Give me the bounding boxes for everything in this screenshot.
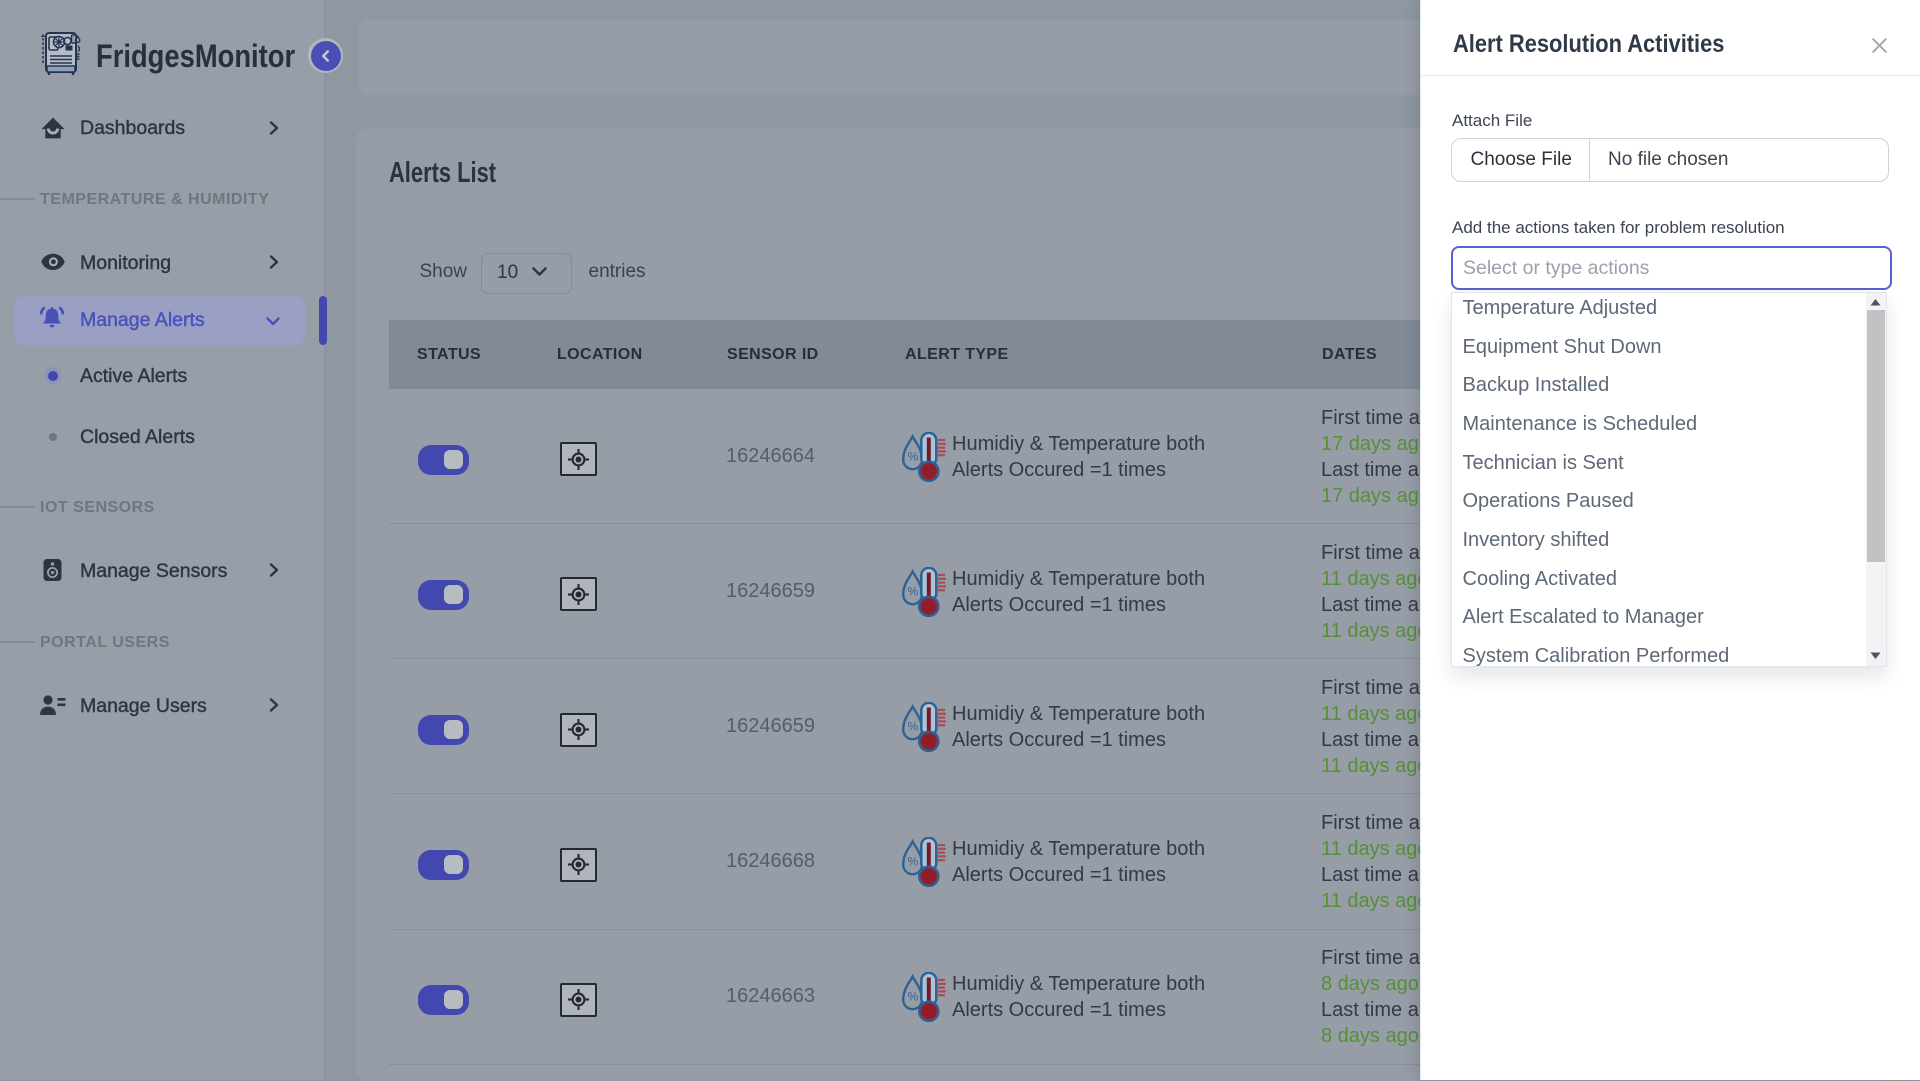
- svg-text:%: %: [907, 855, 918, 869]
- svg-text:%: %: [907, 720, 918, 734]
- svg-text:%: %: [907, 449, 918, 463]
- svg-text:%: %: [907, 584, 918, 598]
- svg-text:%: %: [907, 990, 918, 1004]
